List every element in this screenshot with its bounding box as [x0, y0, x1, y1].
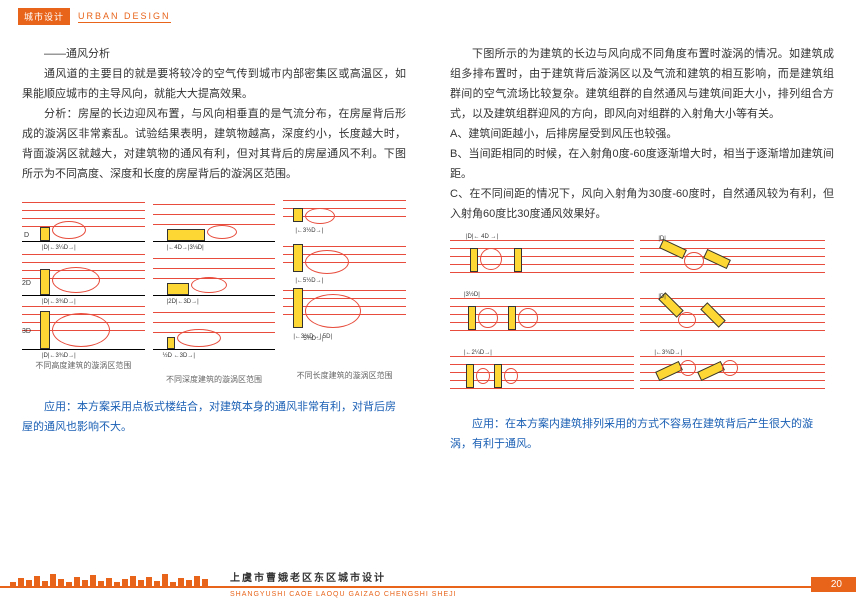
right-para-A: A、建筑间距越小，后排房屋受到风压也较强。 — [450, 124, 834, 144]
right-para-1: 下图所示的为建筑的长边与风向成不同角度布置时漩涡的情况。如建筑成组多排布置时，由… — [450, 44, 834, 124]
left-diagram-area: D |D|←3¼D→| 2D |D|←3¾D→| — [22, 194, 406, 385]
page-number: 20 — [811, 577, 856, 592]
diagram-box: 2D |D|←3¾D→| — [22, 248, 145, 296]
footer-title: 上虞市曹娥老区东区城市设计 — [230, 569, 386, 584]
header-badge: 城市设计 — [18, 8, 70, 25]
diagram-box: 3D |D|←3¾D→| — [22, 302, 145, 350]
diagram-box: |←3½D→| — [283, 194, 406, 234]
section-title: ——通风分析 — [22, 44, 406, 64]
diagram-box: |←3¾D→| 5D| — [283, 286, 406, 330]
diagram-caption: 不同高度建筑的漩涡区范围 — [22, 360, 145, 371]
diagram-cell: |←2¼D→| — [450, 350, 634, 402]
diagram-box: ½D ←3D→| — [153, 302, 276, 350]
right-application: 应用：在本方案内建筑排列采用的方式不容易在建筑背后产生很大的漩涡，有利于通风。 — [450, 414, 834, 454]
diagram-cell: |D| — [640, 234, 824, 286]
footer-line — [0, 586, 856, 588]
diagram-col-lengths: |←3½D→| |←5½D→| — [283, 194, 406, 385]
right-column: 下图所示的为建筑的长边与风向成不同角度布置时漩涡的情况。如建筑成组多排布置时，由… — [428, 44, 856, 454]
content-area: ——通风分析 通风道的主要目的就是要将较冷的空气传到城市内部密集区或高温区，如果… — [0, 44, 856, 454]
diagram-cell: |D| — [640, 292, 824, 344]
diagram-col-heights: D |D|←3¼D→| 2D |D|←3¾D→| — [22, 194, 145, 385]
left-para-1: 通风道的主要目的就是要将较冷的空气传到城市内部密集区或高温区，如果能顺应城市的主… — [22, 64, 406, 104]
diagram-box: D |D|←3¼D→| — [22, 194, 145, 242]
header-subtitle: URBAN DESIGN — [78, 11, 171, 23]
diagram-cell: |←3¾D→| — [640, 350, 824, 402]
left-column: ——通风分析 通风道的主要目的就是要将较冷的空气传到城市内部密集区或高温区，如果… — [0, 44, 428, 454]
right-para-B: B、当间距相同的时候，在入射角0度-60度逐渐增大时，相当于逐渐增加建筑间距。 — [450, 144, 834, 184]
diagram-cell: |D|← 4D →| — [450, 234, 634, 286]
footer-bars-icon — [10, 574, 208, 586]
diagram-caption: 不同深度建筑的漩涡区范围 — [153, 374, 276, 385]
right-diagram-area: |D|← 4D →| |D| — [450, 234, 834, 402]
diagram-box: |←4D→|3⅛D| — [153, 194, 276, 242]
left-para-2: 分析：房屋的长边迎风布置，与风向相垂直的是气流分布，在房屋背后形成的漩涡区非常紊… — [22, 104, 406, 184]
footer-subtitle: SHANGYUSHI CAOE LAOQU GAIZAO CHENGSHI SH… — [230, 591, 457, 598]
page-footer: 上虞市曹娥老区东区城市设计 SHANGYUSHI CAOE LAOQU GAIZ… — [0, 564, 856, 604]
diagram-box: |←5½D→| — [283, 240, 406, 280]
diagram-col-depths: |←4D→|3⅛D| |2D|←3D→| — [153, 194, 276, 385]
right-para-C: C、在不同间距的情况下，风向入射角为30度-60度时，自然通风较为有利，但入射角… — [450, 184, 834, 224]
diagram-cell: |3½D| — [450, 292, 634, 344]
diagram-caption: 不同长度建筑的漩涡区范围 — [283, 370, 406, 381]
page-header: 城市设计 URBAN DESIGN — [18, 8, 171, 25]
diagram-box: |2D|←3D→| — [153, 248, 276, 296]
left-application: 应用：本方案采用点板式楼结合，对建筑本身的通风非常有利，对背后房屋的通风也影响不… — [22, 397, 406, 437]
